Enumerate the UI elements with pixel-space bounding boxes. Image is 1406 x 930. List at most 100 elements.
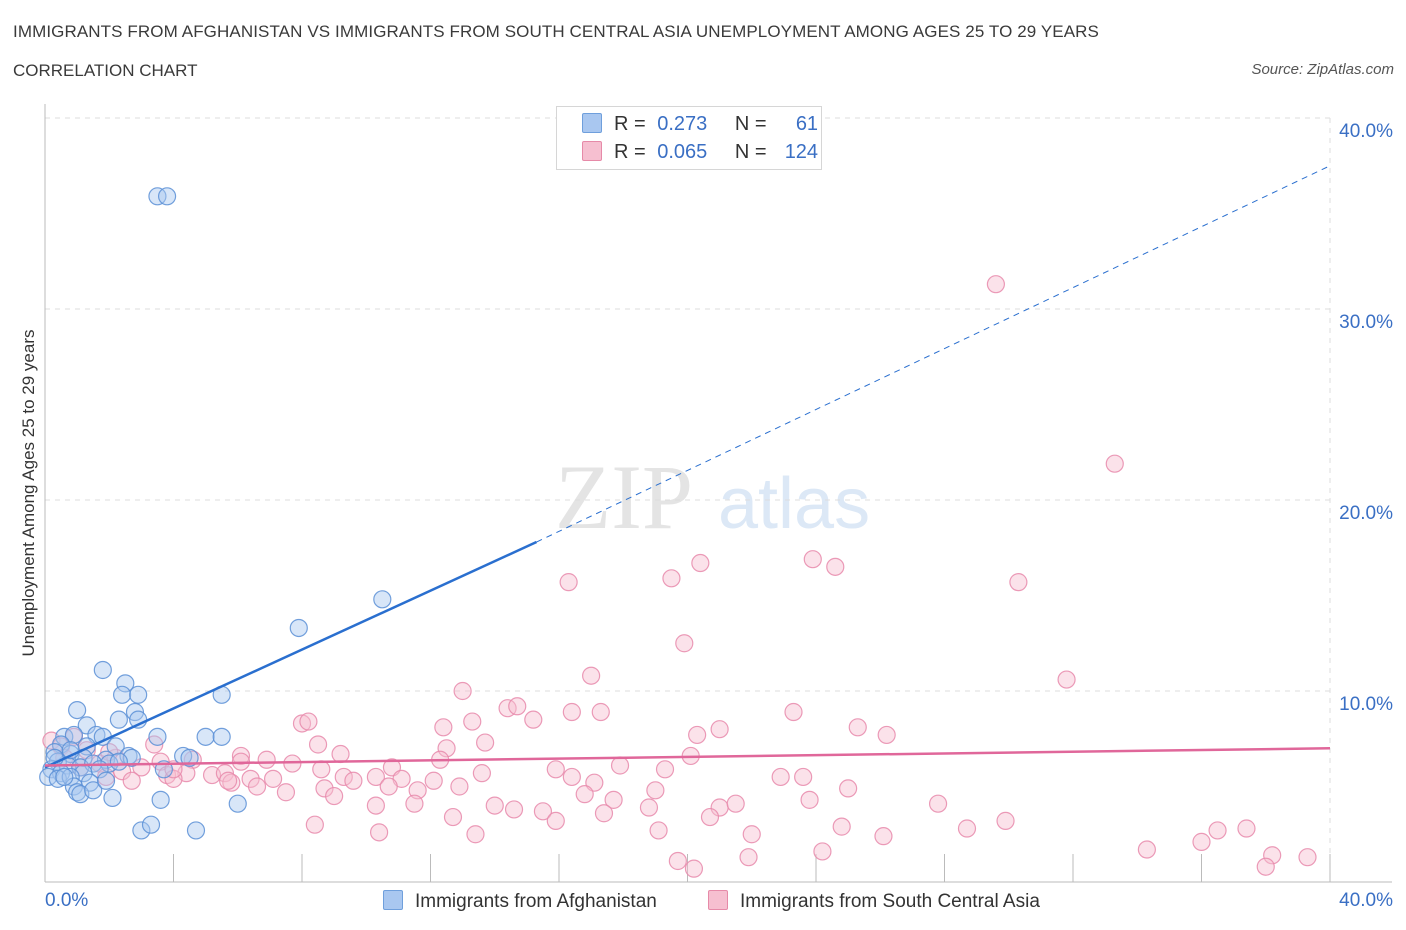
south-central-asia-point bbox=[803, 550, 822, 569]
series-swatch-blue bbox=[383, 890, 403, 910]
legend-swatch-pink bbox=[582, 141, 602, 161]
afghanistan-point bbox=[64, 777, 84, 796]
y-tick-label: 10.0% bbox=[1339, 694, 1393, 715]
south-central-asia-point bbox=[1298, 848, 1317, 867]
south-central-asia-point bbox=[408, 781, 427, 800]
south-central-asia-point bbox=[582, 666, 601, 685]
south-central-asia-point bbox=[305, 815, 324, 834]
south-central-asia-point bbox=[771, 767, 790, 787]
legend-n-label: N = bbox=[734, 113, 767, 135]
source-credit: Source: ZipAtlas.com bbox=[1251, 61, 1394, 78]
south-central-asia-point bbox=[784, 702, 803, 722]
south-central-asia-point bbox=[231, 746, 251, 766]
south-central-asia-point bbox=[832, 817, 851, 836]
south-central-asia-point bbox=[794, 767, 813, 787]
afghanistan-points bbox=[39, 187, 392, 840]
south-central-asia-point bbox=[508, 697, 527, 716]
south-central-asia-point bbox=[1057, 670, 1076, 689]
south-central-asia-point bbox=[591, 702, 610, 722]
south-central-asia-point bbox=[276, 783, 296, 802]
afghanistan-point bbox=[96, 771, 116, 790]
south-central-asia-point bbox=[562, 767, 581, 787]
south-central-asia-point bbox=[257, 750, 276, 769]
south-central-asia-point bbox=[437, 739, 456, 758]
legend-row-afghanistan: R = 0.273 N = 61 bbox=[582, 113, 818, 135]
afghanistan-point bbox=[61, 767, 80, 787]
south-central-asia-point bbox=[996, 811, 1015, 830]
south-central-asia-point bbox=[450, 777, 469, 796]
afghanistan-point bbox=[93, 660, 112, 680]
south-central-asia-point bbox=[472, 764, 491, 783]
gridlines bbox=[45, 117, 1331, 882]
south-central-asia-point bbox=[839, 779, 858, 798]
afghanistan-point bbox=[129, 685, 148, 704]
south-central-asia-point bbox=[688, 725, 707, 745]
south-central-asia-point bbox=[485, 796, 504, 815]
chart-subtitle: CORRELATION CHART bbox=[13, 61, 198, 80]
south-central-asia-point bbox=[443, 807, 463, 827]
south-central-asia-point bbox=[1009, 573, 1028, 592]
afghanistan-point bbox=[196, 727, 215, 746]
series-label-south-central-asia: Immigrants from South Central Asia bbox=[740, 891, 1040, 912]
legend-n-label: N = bbox=[734, 141, 767, 163]
afghanistan-point bbox=[373, 590, 392, 609]
south-central-asia-point bbox=[405, 794, 424, 813]
south-central-asia-point bbox=[222, 773, 241, 792]
south-central-asia-point bbox=[504, 800, 524, 819]
afghanistan-point bbox=[68, 700, 87, 720]
y-tick-label: 20.0% bbox=[1339, 503, 1393, 524]
south-central-asia-point bbox=[453, 681, 472, 701]
series-legend-afghanistan: Immigrants from Afghanistan bbox=[383, 890, 657, 913]
legend-r-label: R = bbox=[614, 141, 646, 163]
south-central-asia-point bbox=[366, 767, 385, 787]
afghanistan-point bbox=[106, 737, 125, 756]
south-central-asia-point bbox=[1192, 832, 1211, 851]
afghanistan-point bbox=[212, 727, 231, 746]
south-central-asia-point bbox=[334, 767, 353, 787]
south-central-asia-point bbox=[575, 785, 594, 804]
x-tick-label-max: 40.0% bbox=[1339, 890, 1393, 911]
legend-swatch-blue bbox=[582, 113, 602, 133]
south-central-asia-point bbox=[610, 756, 630, 775]
afghanistan-point bbox=[148, 187, 167, 206]
axes bbox=[44, 104, 1392, 883]
south-central-asia-point bbox=[877, 725, 896, 745]
afghanistan-point bbox=[228, 794, 247, 813]
legend-n-value-afghanistan: 61 bbox=[795, 113, 819, 135]
afghanistan-point bbox=[151, 790, 170, 809]
stats-legend: R = 0.273 N = 61 R = 0.065 N = 124 bbox=[556, 106, 822, 170]
south-central-asia-point bbox=[1137, 840, 1156, 859]
south-central-asia-point bbox=[524, 710, 543, 729]
south-central-asia-point bbox=[434, 718, 453, 737]
south-central-asia-point bbox=[684, 859, 704, 878]
watermark: ZIP atlas bbox=[555, 446, 870, 548]
south-central-asia-point bbox=[562, 702, 581, 722]
afghanistan-point bbox=[141, 815, 161, 834]
afghanistan-point bbox=[148, 727, 167, 746]
south-central-asia-point bbox=[986, 275, 1006, 294]
south-central-asia-point bbox=[848, 718, 867, 737]
afghanistan-point bbox=[157, 187, 177, 206]
afghanistan-point bbox=[186, 821, 206, 840]
south-central-asia-point bbox=[691, 553, 710, 573]
afghanistan-point bbox=[132, 821, 151, 840]
south-central-asia-point bbox=[325, 786, 344, 806]
afghanistan-point bbox=[55, 767, 74, 787]
south-central-asia-point bbox=[594, 804, 614, 823]
south-central-asia-point bbox=[466, 825, 485, 844]
south-central-asia-point bbox=[366, 796, 385, 815]
south-central-asia-point bbox=[957, 819, 977, 838]
south-central-asia-point bbox=[739, 848, 758, 867]
south-central-asia-point bbox=[662, 569, 681, 588]
afghanistan-point bbox=[45, 743, 64, 762]
south-central-asia-point bbox=[639, 798, 659, 817]
south-central-asia-point bbox=[826, 557, 845, 576]
y-axis-label: Unemployment Among Ages 25 to 29 years bbox=[19, 329, 38, 657]
south-central-asia-trend-line bbox=[44, 747, 1331, 767]
afghanistan-point bbox=[116, 674, 135, 693]
chart-title: IMMIGRANTS FROM AFGHANISTAN VS IMMIGRANT… bbox=[13, 22, 1099, 41]
legend-n-value-south-central-asia: 124 bbox=[784, 141, 819, 163]
south-central-asia-point bbox=[379, 777, 398, 796]
afghanistan-point bbox=[109, 752, 128, 771]
